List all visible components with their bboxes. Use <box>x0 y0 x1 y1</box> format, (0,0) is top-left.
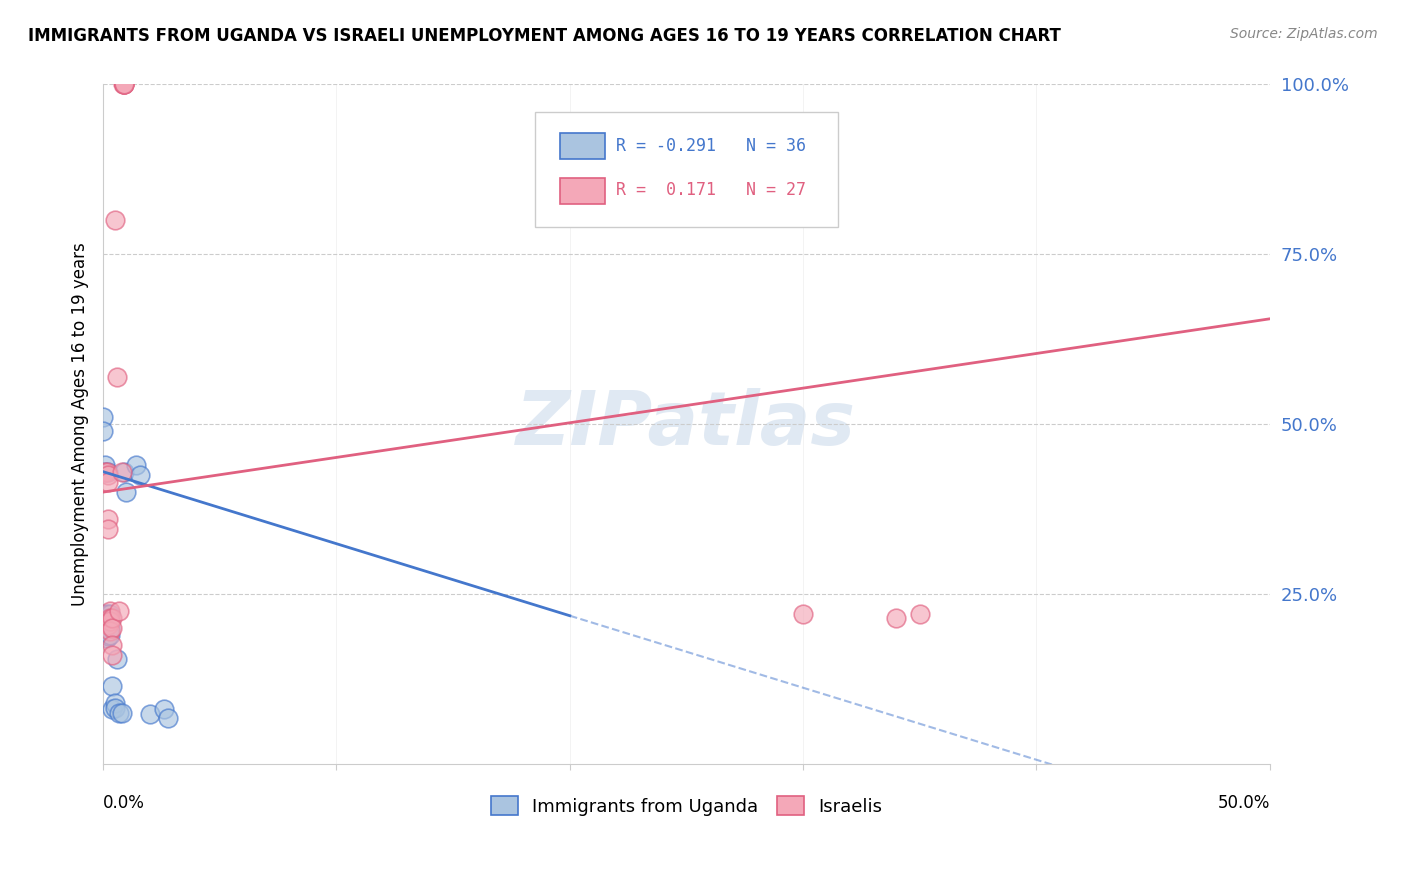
Point <box>152 702 174 716</box>
Point <box>101 611 124 625</box>
Point <box>91 424 114 438</box>
FancyBboxPatch shape <box>561 134 605 159</box>
Point <box>112 78 135 92</box>
Point <box>98 624 121 639</box>
Point <box>112 78 135 92</box>
Point <box>97 523 120 537</box>
Text: R =  0.171   N = 27: R = 0.171 N = 27 <box>616 181 807 200</box>
Text: ZIPatlas: ZIPatlas <box>516 388 856 460</box>
Point <box>97 611 120 625</box>
Point <box>886 611 908 625</box>
Point <box>104 213 127 227</box>
FancyBboxPatch shape <box>534 112 838 227</box>
Point <box>101 679 124 693</box>
Point <box>97 624 120 639</box>
Legend: Immigrants from Uganda, Israelis: Immigrants from Uganda, Israelis <box>484 789 889 822</box>
Point <box>112 465 135 479</box>
Point <box>94 458 117 472</box>
Point <box>97 617 120 632</box>
Point <box>98 604 121 618</box>
Point <box>125 458 148 472</box>
Text: 50.0%: 50.0% <box>1218 795 1270 813</box>
Point <box>98 614 121 628</box>
Point <box>101 621 124 635</box>
Point <box>104 701 127 715</box>
Point <box>97 629 120 643</box>
Point <box>94 614 117 628</box>
Point <box>112 78 135 92</box>
Point <box>111 78 134 92</box>
Point <box>108 604 131 618</box>
Point <box>94 607 117 622</box>
Point <box>97 468 120 483</box>
Point <box>94 611 117 625</box>
Point <box>97 617 120 632</box>
Point <box>115 485 138 500</box>
Point <box>111 465 134 479</box>
Point <box>98 614 121 628</box>
Point <box>908 607 931 622</box>
Point <box>111 706 134 720</box>
Point <box>96 628 118 642</box>
Text: R = -0.291   N = 36: R = -0.291 N = 36 <box>616 136 807 154</box>
Text: Source: ZipAtlas.com: Source: ZipAtlas.com <box>1230 27 1378 41</box>
Point <box>101 702 124 716</box>
Point <box>96 631 118 645</box>
Point <box>94 465 117 479</box>
Point <box>97 607 120 622</box>
Point <box>105 651 128 665</box>
Point <box>157 711 180 725</box>
Point <box>94 465 117 479</box>
Point <box>97 614 120 628</box>
FancyBboxPatch shape <box>561 178 605 204</box>
Point <box>97 465 120 479</box>
Point <box>108 706 131 720</box>
Point <box>98 607 121 622</box>
Point <box>91 410 114 425</box>
Point <box>105 369 128 384</box>
Point <box>792 607 814 622</box>
Text: 0.0%: 0.0% <box>103 795 145 813</box>
Point <box>98 621 121 635</box>
Point <box>129 468 152 483</box>
Point <box>96 465 118 479</box>
Y-axis label: Unemployment Among Ages 16 to 19 years: Unemployment Among Ages 16 to 19 years <box>72 243 89 606</box>
Point <box>97 512 120 526</box>
Point <box>101 648 124 662</box>
Point <box>104 696 127 710</box>
Point <box>94 617 117 632</box>
Text: IMMIGRANTS FROM UGANDA VS ISRAELI UNEMPLOYMENT AMONG AGES 16 TO 19 YEARS CORRELA: IMMIGRANTS FROM UGANDA VS ISRAELI UNEMPL… <box>28 27 1062 45</box>
Point <box>97 475 120 489</box>
Point <box>139 707 162 722</box>
Point <box>112 78 135 92</box>
Point <box>98 611 121 625</box>
Point <box>101 638 124 652</box>
Point <box>98 628 121 642</box>
Point <box>94 624 117 639</box>
